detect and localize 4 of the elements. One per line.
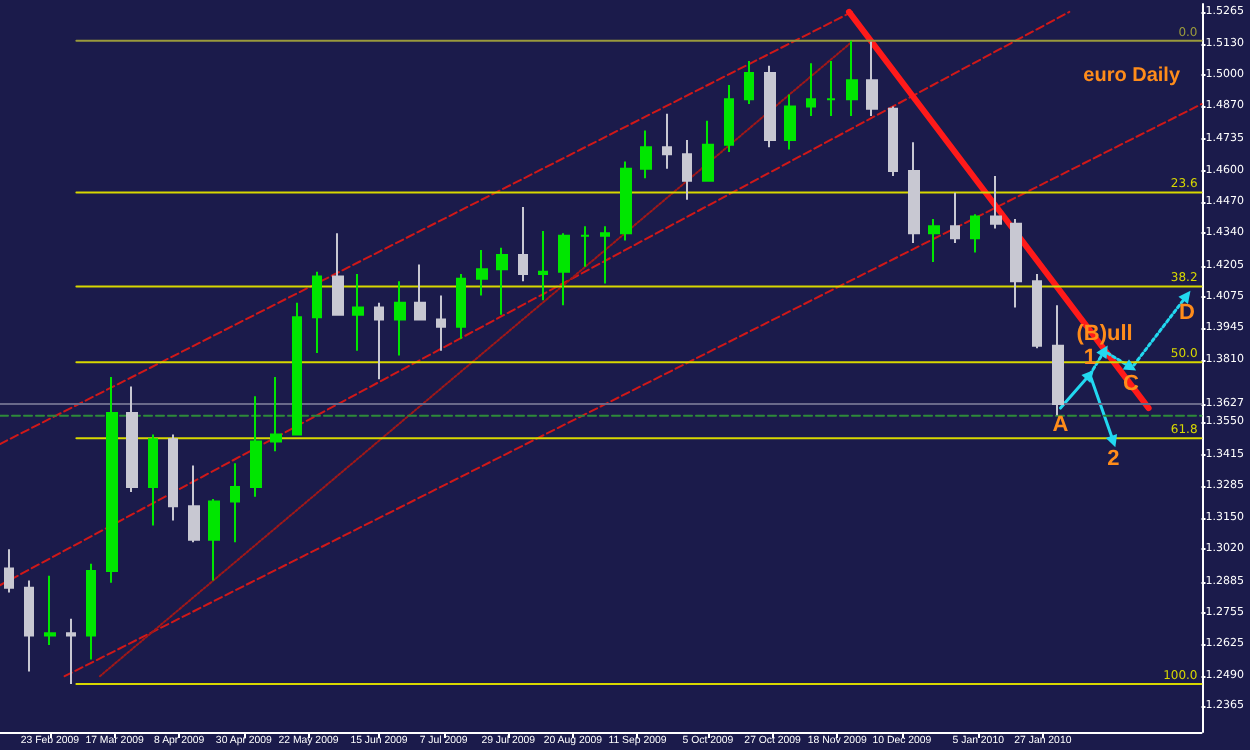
text: euro Daily xyxy=(1083,65,1181,87)
annotation: D xyxy=(1178,300,1195,325)
annotation: 2 xyxy=(1107,446,1120,471)
annotation: A xyxy=(1052,413,1069,438)
